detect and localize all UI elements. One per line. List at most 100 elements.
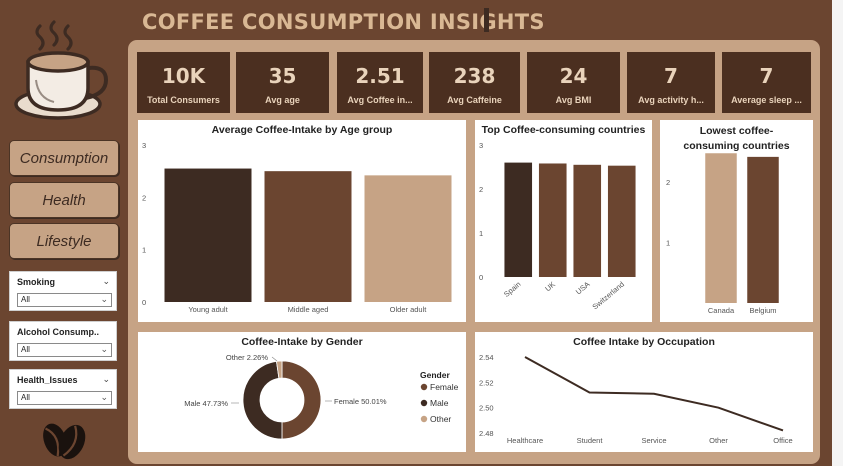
lowest-countries-bar-chart: 1 2 Canada Belgium: [666, 153, 779, 315]
kpi-label: Avg activity h...: [638, 95, 704, 105]
kpi-label: Avg Coffee in...: [347, 95, 413, 105]
bar: [264, 171, 352, 302]
x-tick-label: Other: [709, 436, 728, 445]
slice-label: Female 50.01%: [334, 397, 387, 406]
kpi-total-consumers: 10K Total Consumers: [137, 52, 230, 113]
kpi-value: 7: [759, 64, 774, 88]
y-tick-label: 0: [479, 273, 483, 282]
y-tick-label: 2.54: [479, 353, 494, 362]
x-tick-label: Spain: [502, 280, 522, 299]
chevron-down-icon: ⌄: [100, 294, 108, 304]
nav-consumption-button[interactable]: Consumption: [9, 140, 119, 176]
occupation-line-chart: 2.54 2.52 2.50 2.48 Healthcare Student Service…: [479, 353, 793, 445]
y-tick-label: 1: [142, 246, 146, 255]
smoking-dropdown[interactable]: All ⌄: [17, 293, 112, 307]
page-title: COFFEE CONSUMPTION INSIGHTS: [142, 10, 545, 34]
health-issues-dropdown[interactable]: All ⌄: [17, 391, 112, 405]
y-tick-label: 2: [666, 178, 670, 187]
legend-marker: [420, 415, 428, 423]
x-tick-label: Student: [577, 436, 604, 445]
smoking-slicer-title: Smoking: [17, 277, 56, 287]
slice-label: Other 2.26%: [226, 353, 268, 362]
slice-label: Male 47.73%: [184, 399, 228, 408]
kpi-value: 24: [559, 64, 588, 88]
alcohol-slicer-title: Alcohol Consump...: [17, 327, 99, 337]
x-tick-label: Older adult: [390, 305, 428, 314]
top-countries-chart-card: Top Coffee-consuming countries 0 1 2 3 Spain…: [475, 120, 652, 322]
x-tick-label: Canada: [708, 306, 735, 315]
health-issues-dropdown-value: All: [21, 393, 30, 402]
chart-title: Coffee Intake by Occupation: [573, 336, 715, 348]
smoking-dropdown-value: All: [21, 295, 30, 304]
bar: [164, 168, 252, 302]
alcohol-dropdown-value: All: [21, 345, 30, 354]
bar: [538, 163, 567, 277]
smoking-slicer: Smoking ⌄ All ⌄: [9, 271, 117, 311]
chart-title: Coffee-Intake by Gender: [241, 336, 363, 348]
kpi-avg-sleep: 7 Average sleep ...: [722, 52, 811, 113]
x-tick-label: Switzerland: [591, 280, 626, 312]
y-tick-label: 2.52: [479, 378, 494, 387]
lowest-countries-chart-card: Lowest coffee-consuming countries 1 2 Cana…: [660, 120, 813, 322]
y-tick-label: 3: [142, 141, 146, 150]
kpi-value: 2.51: [355, 64, 405, 88]
title-cursor: [484, 8, 489, 32]
bar: [364, 175, 452, 302]
kpi-label: Avg Caffeine: [447, 95, 502, 105]
legend-marker: [420, 399, 428, 407]
window-edge: [832, 0, 843, 470]
y-tick-label: 2: [479, 185, 483, 194]
chart-title: Top Coffee-consuming countries: [481, 124, 646, 136]
x-tick-label: Healthcare: [507, 436, 543, 445]
nav-lifestyle-button[interactable]: Lifestyle: [9, 223, 119, 259]
kpi-avg-caffeine: 238 Avg Caffeine: [429, 52, 520, 113]
alcohol-slicer: Alcohol Consump... All ⌄: [9, 321, 117, 361]
chevron-down-icon[interactable]: ⌄: [102, 374, 110, 384]
donut-slice: [242, 360, 283, 440]
x-tick-label: Belgium: [749, 306, 776, 315]
x-tick-label: Service: [641, 436, 666, 445]
kpi-avg-activity: 7 Avg activity h...: [627, 52, 715, 113]
x-tick-label: Middle aged: [288, 305, 329, 314]
health-issues-slicer: Health_Issues ⌄ All ⌄: [9, 369, 117, 409]
y-tick-label: 0: [142, 298, 146, 307]
legend-marker: [420, 383, 428, 391]
top-countries-bar-chart: 0 1 2 3 Spain UK USA Switzerland: [479, 141, 636, 312]
kpi-avg-coffee: 2.51 Avg Coffee in...: [337, 52, 423, 113]
alcohol-dropdown[interactable]: All ⌄: [17, 343, 112, 357]
y-tick-label: 2: [142, 193, 146, 202]
bar: [705, 153, 737, 303]
kpi-label: Avg age: [265, 95, 300, 105]
legend-label: Female: [430, 382, 459, 392]
kpi-label: Avg BMI: [555, 95, 592, 105]
y-tick-label: 3: [479, 141, 483, 150]
x-tick-label: USA: [574, 280, 592, 297]
bar: [504, 162, 533, 277]
occupation-chart-card: Coffee Intake by Occupation 2.54 2.52 2.50…: [475, 332, 813, 452]
kpi-avg-bmi: 24 Avg BMI: [527, 52, 620, 113]
donut-slice: [276, 360, 283, 379]
age-group-bar-chart: 0 1 2 3 Young adult Middle aged Older adult: [142, 141, 452, 314]
nav-health-button[interactable]: Health: [9, 182, 119, 218]
chevron-down-icon: ⌄: [100, 344, 108, 354]
gender-donut-chart: Female 50.01% Male 47.73% Other 2.26% Gende…: [184, 353, 459, 440]
coffee-cup-icon: [14, 20, 109, 120]
age-group-chart-card: Average Coffee-Intake by Age group 0 1 2 3 Y…: [138, 120, 466, 322]
coffee-beans-icon: [43, 423, 86, 460]
y-tick-label: 1: [479, 229, 483, 238]
bar: [573, 164, 602, 277]
x-tick-label: Young adult: [188, 305, 228, 314]
chart-title: Lowest coffee-consuming countries: [683, 125, 790, 152]
kpi-value: 238: [453, 64, 496, 88]
x-tick-label: UK: [543, 280, 557, 294]
kpi-value: 35: [268, 64, 297, 88]
chevron-down-icon: ⌄: [100, 392, 108, 402]
chevron-down-icon[interactable]: ⌄: [102, 276, 110, 286]
kpi-label: Average sleep ...: [731, 95, 802, 105]
bar: [607, 165, 636, 277]
x-tick-label: Office: [773, 436, 792, 445]
chart-title: Average Coffee-Intake by Age group: [211, 124, 393, 136]
gender-chart-card: Coffee-Intake by Gender Female 50.01% Mal…: [138, 332, 466, 452]
legend-label: Other: [430, 414, 451, 424]
kpi-avg-age: 35 Avg age: [236, 52, 329, 113]
